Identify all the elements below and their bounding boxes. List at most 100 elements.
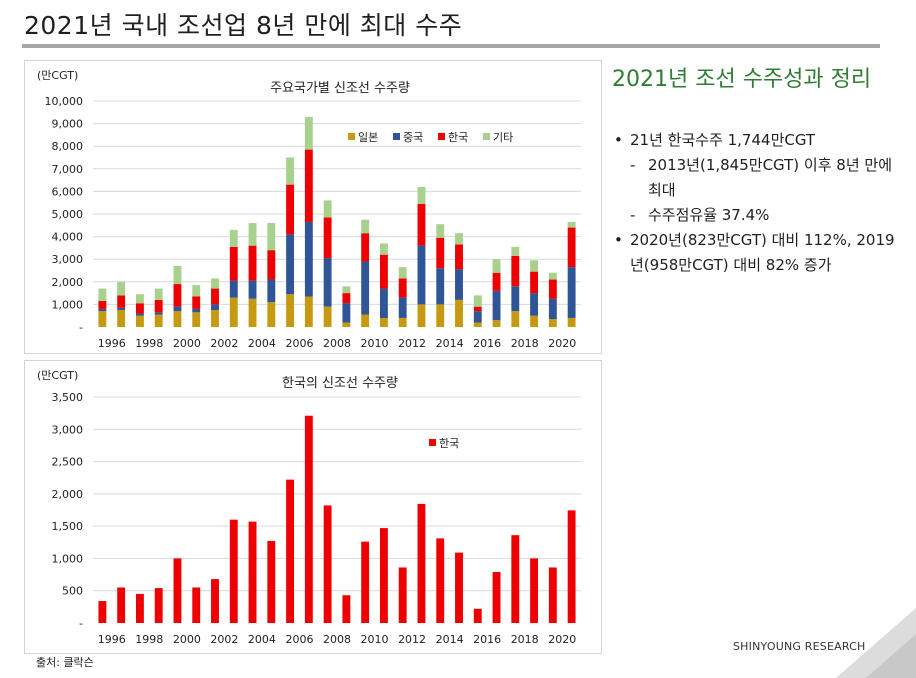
bar-segment	[473, 306, 482, 312]
bar-segment	[436, 304, 445, 327]
bar-segment	[154, 588, 163, 623]
bar-segment	[567, 267, 576, 318]
bar-segment	[342, 322, 351, 327]
x-tick-label: 2000	[173, 633, 201, 646]
chart-title: 한국의 신조선 수주량	[282, 376, 398, 391]
bar-segment	[530, 558, 539, 623]
bar-segment	[304, 116, 313, 150]
bar-segment	[398, 278, 407, 298]
bar-segment	[361, 541, 370, 623]
x-tick-label: 2016	[473, 633, 501, 646]
chart-panel-by-country: 주요국가별 신조선 수주량 (만CGT) - 1,000 2,000 3,000 4,000…	[24, 60, 602, 354]
title-rule	[22, 44, 880, 48]
bar-segment	[530, 271, 539, 294]
x-tick-label: 2018	[511, 633, 539, 646]
bar-segment	[211, 278, 219, 289]
bar-segment	[304, 149, 313, 222]
chart-panel-korea: 한국의 신조선 수주량 (만CGT) - 500 1,000 1,500 2,000 2,50…	[24, 360, 602, 654]
bar-segment	[455, 233, 463, 245]
summary-item: 2020년(823만CGT) 대비 112%, 2019년(958만CGT) 대…	[612, 228, 902, 278]
x-tick-label: 2004	[248, 633, 276, 646]
bar-segment	[135, 313, 144, 316]
bar-segment	[286, 294, 295, 327]
y-tick-label: 2,000	[52, 488, 84, 501]
bar-segment	[248, 280, 257, 299]
bar-segment	[229, 229, 238, 247]
bar-segment	[379, 243, 388, 255]
x-tick-label: 2006	[285, 337, 313, 350]
legend-swatch	[483, 133, 490, 140]
legend-swatch	[348, 133, 355, 140]
bar-segment	[135, 294, 144, 304]
bar-segment	[267, 250, 276, 280]
bar-segment	[436, 538, 445, 623]
bar-segment	[211, 288, 219, 305]
bar-segment	[98, 601, 107, 623]
bar-segment	[361, 219, 370, 234]
unit-label: (만CGT)	[37, 369, 78, 382]
bar-segment	[323, 200, 332, 218]
legend-label: 한국	[448, 131, 468, 144]
y-tick-label: 2,500	[52, 456, 84, 469]
bar-segment	[286, 157, 295, 185]
bar-segment	[304, 296, 313, 327]
x-tick-label: 2014	[436, 337, 464, 350]
bar-segment	[361, 233, 370, 262]
bar-segment	[117, 281, 126, 296]
bar-segment	[567, 221, 576, 228]
bar-segment	[192, 296, 201, 309]
bar-segment	[154, 314, 163, 327]
x-tick-label: 2008	[323, 633, 351, 646]
bar-segment	[530, 260, 539, 272]
summary-list: 21년 한국수주 1,744만CGT 2013년(1,845만CGT) 이후 8…	[612, 128, 902, 278]
x-tick-label: 2004	[248, 337, 276, 350]
bar-segment	[436, 268, 445, 305]
bar-segment	[361, 261, 370, 315]
bar-segment	[154, 312, 163, 315]
bar-segment	[323, 505, 332, 623]
bar-segment	[379, 317, 388, 327]
bar-segment	[117, 295, 126, 308]
bar-segment	[173, 284, 182, 307]
bar-segment	[342, 595, 351, 623]
bar-segment	[117, 310, 126, 327]
bar-segment	[548, 272, 557, 280]
summary-title: 2021년 조선 수주성과 정리	[612, 67, 872, 92]
bar-segment	[417, 245, 426, 305]
y-tick-label: -	[79, 617, 83, 630]
bar-segment	[135, 593, 144, 623]
bar-segment	[511, 535, 520, 623]
y-tick-label: 7,000	[52, 163, 84, 176]
x-tick-label: 2010	[361, 337, 389, 350]
bar-segment	[286, 184, 295, 235]
bar-segment	[492, 259, 501, 273]
bar-segment	[248, 298, 257, 327]
legend-label: 중국	[403, 131, 423, 144]
bar-segment	[473, 295, 482, 307]
x-tick-label: 2020	[548, 633, 576, 646]
bar-segment	[548, 567, 557, 623]
legend-swatch	[429, 439, 436, 446]
x-tick-label: 2018	[511, 337, 539, 350]
bar-segment	[248, 521, 257, 623]
chart-title: 주요국가별 신조선 수주량	[270, 81, 410, 96]
x-tick-label: 2002	[210, 633, 238, 646]
bar-segment	[229, 280, 238, 298]
x-tick-label: 1996	[98, 633, 126, 646]
bar-segment	[229, 297, 238, 327]
unit-label: (만CGT)	[37, 69, 78, 82]
x-tick-label: 2002	[210, 337, 238, 350]
bar-segment	[398, 267, 407, 279]
bar-segment	[361, 314, 370, 327]
legend-label: 기타	[493, 131, 513, 144]
bar-segment	[304, 415, 313, 623]
bar-segment	[567, 510, 576, 623]
y-tick-label: 10,000	[45, 95, 84, 108]
bar-segment	[530, 293, 539, 316]
bar-segment	[192, 312, 201, 327]
y-tick-label: 3,000	[52, 423, 84, 436]
legend-label: 한국	[439, 437, 459, 450]
bar-segment	[173, 265, 182, 285]
y-tick-label: 1,000	[52, 298, 84, 311]
y-tick-label: 6,000	[52, 185, 84, 198]
